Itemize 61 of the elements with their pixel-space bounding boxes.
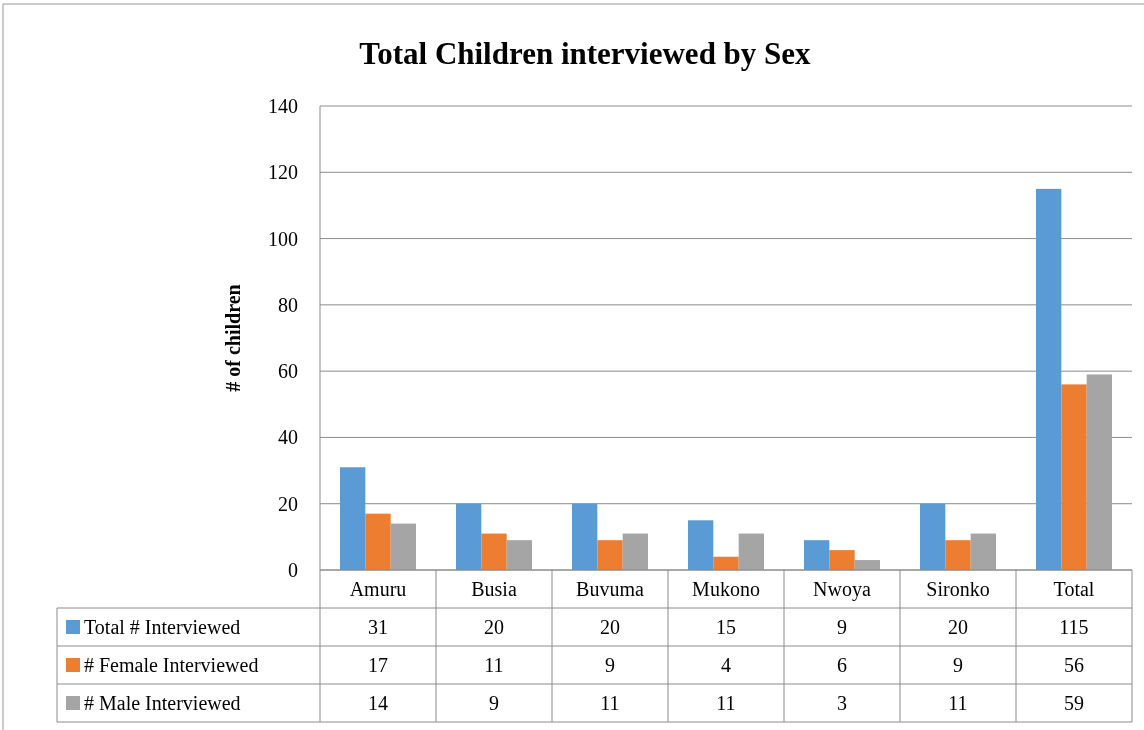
bar — [713, 556, 739, 570]
data-label: 11 — [484, 654, 504, 676]
data-label: 11 — [600, 692, 620, 714]
data-label: 56 — [1064, 654, 1084, 676]
bar — [506, 540, 532, 570]
data-label: 9 — [605, 654, 615, 676]
bar — [945, 540, 971, 570]
data-label: 11 — [948, 692, 968, 714]
bar — [622, 533, 648, 570]
bar — [688, 520, 714, 570]
chart-title: Total Children interviewed by Sex — [359, 36, 812, 71]
data-label: 31 — [368, 616, 388, 638]
bar — [738, 533, 764, 570]
x-tick-label: Mukono — [692, 578, 760, 600]
data-label: 3 — [837, 692, 847, 714]
bar — [456, 503, 482, 570]
data-label: 17 — [368, 654, 388, 676]
bar — [970, 533, 996, 570]
bar — [920, 503, 946, 570]
y-tick-label: 0 — [288, 559, 298, 581]
bar — [340, 467, 366, 570]
data-label: 9 — [837, 616, 847, 638]
bar — [1086, 374, 1112, 570]
bar — [597, 540, 623, 570]
y-axis-title: # of children — [222, 284, 244, 392]
data-label: 9 — [489, 692, 499, 714]
y-tick-label: 100 — [268, 227, 298, 250]
x-tick-label: Amuru — [349, 578, 407, 600]
bar — [829, 550, 855, 570]
data-label: 115 — [1059, 616, 1089, 638]
x-tick-label: Total — [1053, 578, 1095, 600]
data-label: 20 — [948, 616, 968, 638]
data-label: 4 — [721, 654, 731, 676]
bar — [481, 533, 507, 570]
y-tick-label: 120 — [268, 161, 298, 184]
x-tick-label: Nwoya — [813, 578, 871, 601]
y-tick-label: 140 — [268, 95, 298, 117]
y-tick-label: 60 — [278, 360, 298, 383]
data-label: 20 — [484, 616, 504, 638]
data-label: 11 — [716, 692, 736, 714]
bar — [390, 523, 416, 570]
data-label: 59 — [1064, 692, 1084, 714]
y-tick-label: 20 — [278, 492, 298, 515]
y-tick-label: 80 — [278, 293, 298, 316]
legend-label: Total # Interviewed — [84, 616, 241, 638]
bar — [1061, 384, 1087, 570]
legend-label: # Male Interviewed — [84, 692, 241, 714]
x-tick-label: Busia — [471, 578, 517, 600]
y-tick-label: 40 — [278, 426, 298, 449]
data-label: 9 — [953, 654, 963, 676]
bar — [365, 513, 391, 570]
data-label: 15 — [716, 616, 736, 638]
data-label: 20 — [600, 616, 620, 638]
bar — [804, 540, 830, 570]
x-tick-label: Buvuma — [576, 578, 645, 600]
bar — [1036, 188, 1062, 570]
data-label: 14 — [368, 692, 388, 714]
legend-label: # Female Interviewed — [84, 654, 259, 676]
bar — [572, 503, 598, 570]
data-label: 6 — [837, 654, 847, 676]
x-tick-label: Sironko — [926, 578, 990, 600]
